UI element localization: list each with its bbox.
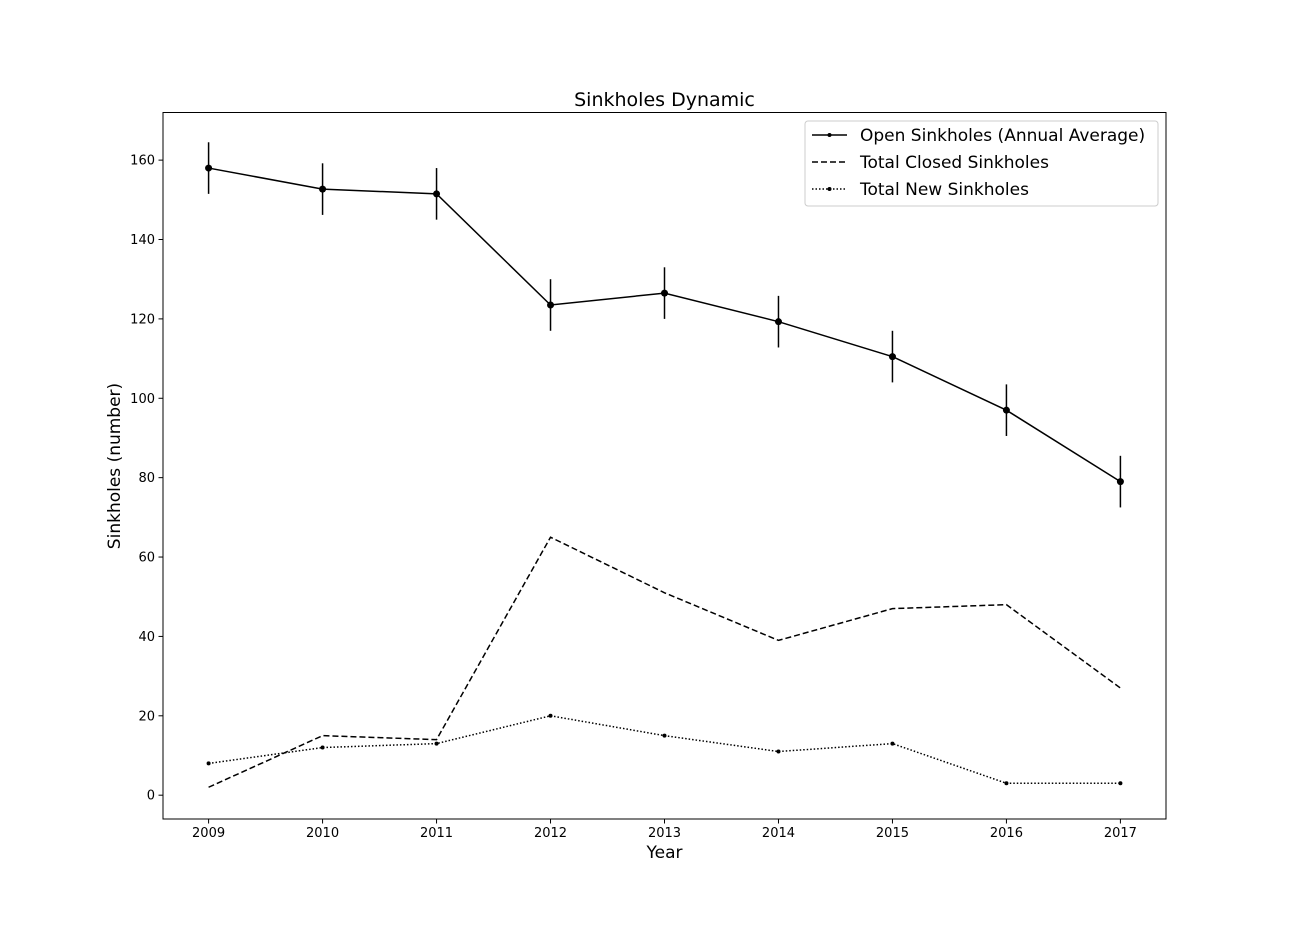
data-point xyxy=(548,713,553,718)
y-tick-label: 100 xyxy=(130,392,155,407)
data-point xyxy=(774,318,782,326)
x-tick-label: 2016 xyxy=(990,826,1023,841)
x-axis: 2009 2010 2011 2012 2013 2014 2015 2016 2017 xyxy=(192,819,1137,841)
data-point xyxy=(205,164,213,172)
legend: Open Sinkholes (Annual Average) Total Clo… xyxy=(804,120,1159,207)
chart-title: Sinkholes Dynamic xyxy=(574,89,755,111)
x-tick-label: 2009 xyxy=(192,826,225,841)
y-tick-label: 80 xyxy=(138,471,155,486)
data-point xyxy=(1002,406,1010,414)
data-point xyxy=(661,289,668,297)
legend-label-3: Total New Sinkholes xyxy=(859,180,1029,200)
legend-label-2: Total Closed Sinkholes xyxy=(859,153,1049,173)
data-point xyxy=(662,733,667,738)
x-tick-label: 2010 xyxy=(306,826,339,841)
x-tick-label: 2014 xyxy=(762,826,795,841)
data-point xyxy=(890,741,895,746)
series-line-3 xyxy=(208,715,1121,785)
y-tick-label: 20 xyxy=(138,709,155,724)
data-point xyxy=(776,749,781,754)
series-line-1 xyxy=(208,167,1121,483)
plot-area xyxy=(205,142,1124,788)
data-point xyxy=(547,301,555,309)
x-axis-title: Year xyxy=(646,843,683,863)
data-point xyxy=(319,185,327,193)
series-line-2 xyxy=(208,536,1121,788)
plot-frame xyxy=(162,112,1167,820)
x-tick-label: 2017 xyxy=(1104,826,1137,841)
x-tick-label: 2015 xyxy=(876,826,909,841)
y-tick-label: 120 xyxy=(130,312,155,327)
y-axis: 0 20 40 60 80 100 120 140 160 xyxy=(130,154,163,804)
data-point xyxy=(434,741,439,746)
data-point xyxy=(433,190,441,198)
data-point xyxy=(320,745,325,750)
data-point xyxy=(888,353,896,361)
y-axis-title: Sinkholes (number) xyxy=(105,383,125,549)
y-tick-label: 140 xyxy=(130,233,155,248)
x-tick-label: 2012 xyxy=(534,826,567,841)
data-point xyxy=(1118,781,1123,786)
data-point xyxy=(1004,781,1009,786)
y-tick-label: 40 xyxy=(138,630,155,645)
y-tick-label: 60 xyxy=(138,551,155,566)
data-point xyxy=(206,761,211,766)
legend-marker xyxy=(827,187,832,191)
y-tick-label: 0 xyxy=(147,789,155,804)
legend-marker xyxy=(827,133,832,137)
x-tick-label: 2013 xyxy=(648,826,681,841)
data-point xyxy=(1116,478,1124,486)
x-tick-label: 2011 xyxy=(420,826,453,841)
y-tick-label: 160 xyxy=(130,154,155,169)
legend-box xyxy=(804,120,1159,207)
legend-label-1: Open Sinkholes (Annual Average) xyxy=(860,126,1145,146)
